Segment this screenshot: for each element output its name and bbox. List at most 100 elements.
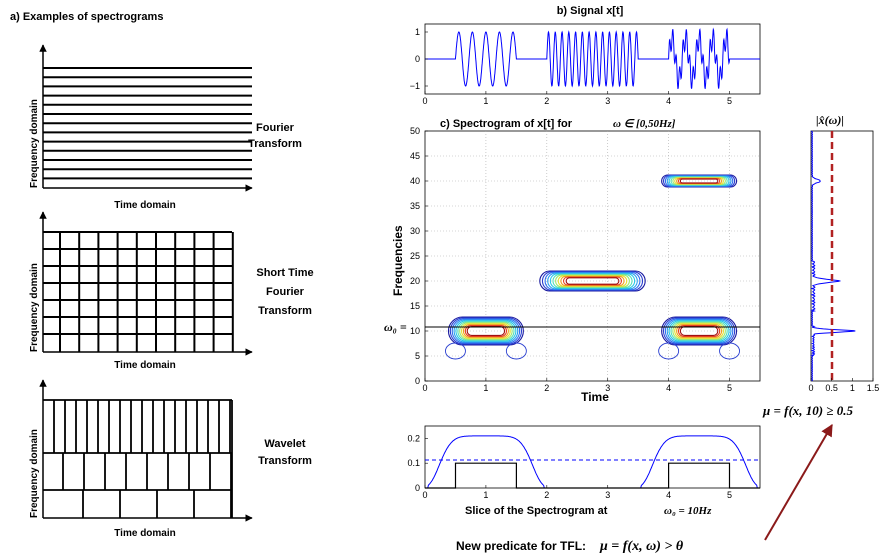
- fourier-ylabel: Frequency domain: [29, 99, 40, 188]
- magnitude-frame: [810, 130, 874, 382]
- stft-grid: [43, 231, 234, 352]
- fourier-label-1: Fourier: [256, 122, 295, 134]
- x-tick-label: 1: [483, 490, 488, 500]
- contour-line: [560, 275, 625, 287]
- slice-y-ticks: 0.2 0.1 0: [407, 433, 428, 493]
- x-tick-label: 1: [483, 383, 488, 393]
- contour-line: [664, 318, 734, 344]
- slice-x-ticks: 0 1 2 3 4 5: [422, 485, 732, 500]
- contour-line: [451, 318, 521, 344]
- contour-line: [677, 325, 721, 337]
- contour-tail: [658, 342, 680, 360]
- y-tick-label: 35: [410, 201, 420, 211]
- wavelet-ylabel: Frequency domain: [29, 429, 40, 518]
- y-tick-label: 50: [410, 126, 420, 136]
- y-tick-label: 5: [415, 351, 420, 361]
- wavelet-label-1: Wavelet: [264, 438, 306, 450]
- x-tick-label: 0: [422, 490, 427, 500]
- slice-caption-prefix: Slice of the Spectrogram at: [465, 505, 608, 517]
- x-tick-label: 0: [422, 96, 427, 106]
- blob-40hz: [661, 174, 738, 188]
- contour-line: [562, 276, 623, 286]
- contour-line: [449, 317, 523, 345]
- y-tick-label: 45: [410, 151, 420, 161]
- contour-line: [453, 319, 519, 343]
- contour-line: [662, 317, 736, 345]
- signal-line: [425, 27, 760, 90]
- x-tick-label: 0.5: [825, 383, 838, 393]
- spectrogram-blobs: [445, 174, 740, 360]
- y-tick-label: 40: [410, 176, 420, 186]
- y-tick-label: 10: [410, 326, 420, 336]
- x-tick-label: 2: [544, 490, 549, 500]
- stft-label-3: Transform: [258, 305, 312, 317]
- contour-line: [457, 321, 515, 341]
- x-tick-label: 0: [422, 383, 427, 393]
- contour-line: [672, 322, 726, 340]
- stft-label-1: Short Time: [256, 267, 313, 279]
- stft-panel: Frequency domain Time domain Short Time …: [29, 211, 314, 371]
- x-tick-label: 3: [605, 96, 610, 106]
- x-tick-label: 4: [666, 490, 671, 500]
- y-tick-label: 0: [415, 376, 420, 386]
- contour-line: [674, 323, 724, 339]
- contour-line: [565, 277, 620, 285]
- contour-line: [670, 321, 728, 341]
- contour-tail: [719, 342, 740, 360]
- contour-line: [539, 270, 646, 292]
- contour-line: [547, 272, 638, 290]
- signal-y-ticks: 1 0 −1: [410, 27, 428, 91]
- predicate-prefix: New predicate for TFL:: [456, 539, 586, 553]
- wavelet-xlabel: Time domain: [114, 528, 176, 539]
- contour-line: [447, 316, 524, 346]
- contour-line: [461, 323, 511, 339]
- left-title: a) Examples of spectrograms: [10, 11, 163, 23]
- y-tick-label: −1: [410, 81, 420, 91]
- magnitude-plot: 0 0.5 1 1.5: [808, 130, 879, 393]
- contour-line: [668, 320, 730, 342]
- x-tick-label: 2: [544, 96, 549, 106]
- x-tick-label: 0: [808, 383, 813, 393]
- y-tick-label: 0.2: [407, 433, 420, 443]
- omega0-label: ω₀ =: [384, 320, 407, 334]
- slice-caption-math: ω₀ = 10Hz: [664, 505, 712, 517]
- contour-line: [676, 324, 723, 338]
- spectrogram-grid: [425, 131, 760, 381]
- fourier-label-2: Transform: [248, 138, 302, 150]
- slice-plot: 0.2 0.1 0 0 1 2 3 4 5: [407, 425, 761, 500]
- x-tick-label: 1.5: [867, 383, 880, 393]
- wavelet-label-2: Transform: [258, 455, 312, 467]
- wavelet-panel: Frequency domain Time domain Wavelet Tra…: [29, 379, 312, 539]
- y-tick-label: 15: [410, 301, 420, 311]
- fourier-xlabel: Time domain: [114, 200, 176, 211]
- spectrogram-title-prefix: c) Spectrogram of x[t] for: [440, 118, 573, 130]
- blob-10hz-early: [447, 316, 524, 346]
- x-tick-label: 2: [544, 383, 549, 393]
- fourier-grid: [43, 67, 252, 180]
- magnitude-line: [809, 130, 856, 382]
- contour-line: [541, 271, 644, 291]
- stft-label-2: Fourier: [266, 286, 305, 298]
- contour-line: [557, 275, 628, 287]
- x-tick-label: 5: [727, 490, 732, 500]
- stft-ylabel: Frequency domain: [29, 263, 40, 352]
- slice-predicate-line: [425, 462, 760, 489]
- contour-tail: [505, 342, 527, 360]
- magnitude-annotation: μ = f(x, 10) ≥ 0.5: [762, 403, 854, 418]
- x-tick-label: 1: [483, 96, 488, 106]
- y-tick-label: 30: [410, 226, 420, 236]
- contour-line: [552, 273, 633, 289]
- x-tick-label: 5: [727, 383, 732, 393]
- magnitude-x-ticks: 0 0.5 1 1.5: [808, 378, 879, 393]
- y-tick-label: 0: [415, 54, 420, 64]
- spectrogram-x-ticks: 0 1 2 3 4 5: [422, 378, 732, 393]
- contour-line: [462, 324, 509, 338]
- blob-20hz: [539, 270, 646, 292]
- contour-line: [679, 178, 719, 184]
- contour-line: [661, 316, 738, 346]
- x-tick-label: 4: [666, 96, 671, 106]
- blob-10hz-late: [661, 316, 738, 346]
